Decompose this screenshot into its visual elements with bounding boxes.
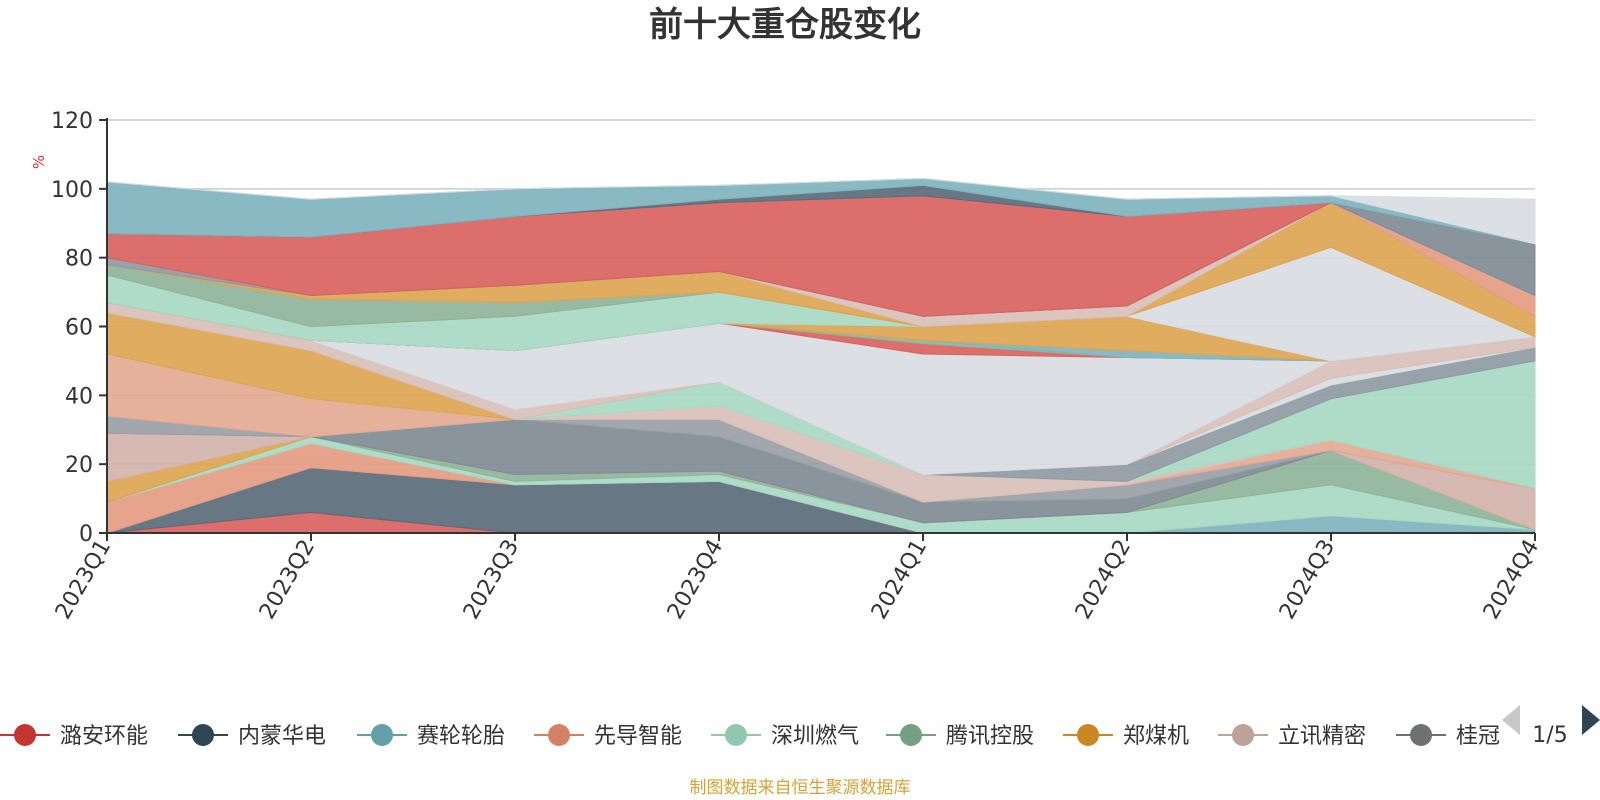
chart-title: 前十大重仓股变化 (649, 5, 921, 45)
y-tick-label-120: 120 (51, 109, 93, 134)
legend-marker-icon (192, 724, 214, 746)
legend-marker-icon (1232, 724, 1254, 746)
y-tick-label-40: 40 (65, 384, 93, 409)
legend-marker-icon (14, 724, 36, 746)
legend-label: 深圳燃气 (771, 724, 859, 749)
legend-item-4[interactable]: 先导智能 (534, 724, 682, 749)
y-axis-unit: % (30, 155, 48, 169)
area-series-group (106, 178, 1536, 534)
legend-label: 赛轮轮胎 (417, 724, 505, 749)
legend-item-6[interactable]: 腾讯控股 (886, 724, 1034, 749)
legend-page-label: 1/5 (1532, 723, 1567, 748)
legend-label: 桂冠 (1456, 724, 1500, 749)
x-tick-label-2024Q2: 2024Q2 (1071, 536, 1136, 624)
legend-marker-icon (1077, 724, 1099, 746)
legend-marker-icon (900, 724, 922, 746)
y-tick-label-60: 60 (65, 316, 93, 341)
legend-marker-icon (371, 724, 393, 746)
legend-label: 腾讯控股 (946, 724, 1034, 749)
x-tick-label-2024Q1: 2024Q1 (867, 536, 932, 624)
legend-pager: 1/5 (1502, 705, 1600, 748)
legend-marker-icon (548, 724, 570, 746)
y-tick-label-80: 80 (65, 247, 93, 272)
legend-marker-icon (725, 724, 747, 746)
legend-prev-icon[interactable] (1502, 705, 1520, 735)
legend: 潞安环能 内蒙华电 赛轮轮胎 先导智能 深圳燃气 腾讯控股 郑煤机 立讯精密 桂冠 (0, 724, 1500, 749)
source-note: 制图数据来自恒生聚源数据库 (690, 778, 911, 798)
legend-label: 郑煤机 (1123, 724, 1189, 749)
legend-item-1[interactable]: 潞安环能 (0, 724, 148, 749)
legend-item-7[interactable]: 郑煤机 (1063, 724, 1189, 749)
legend-label: 立讯精密 (1278, 724, 1366, 749)
y-tick-label-20: 20 (65, 453, 93, 478)
legend-item-8[interactable]: 立讯精密 (1218, 724, 1366, 749)
legend-label: 内蒙华电 (238, 724, 326, 749)
x-tick-label-2024Q3: 2024Q3 (1275, 536, 1340, 624)
legend-marker-icon (1410, 724, 1432, 746)
legend-label: 先导智能 (594, 724, 682, 749)
x-tick-label-2023Q2: 2023Q2 (255, 536, 320, 624)
y-tick-label-0: 0 (79, 522, 93, 547)
legend-item-5[interactable]: 深圳燃气 (711, 724, 859, 749)
x-tick-label-2023Q4: 2023Q4 (663, 536, 728, 624)
legend-item-9[interactable]: 桂冠 (1396, 724, 1500, 749)
legend-label: 潞安环能 (60, 724, 148, 749)
legend-item-2[interactable]: 内蒙华电 (178, 724, 326, 749)
area-series-35 (106, 178, 1536, 245)
legend-next-icon[interactable] (1582, 705, 1600, 735)
x-tick-label-2023Q3: 2023Q3 (459, 536, 524, 624)
legend-item-3[interactable]: 赛轮轮胎 (357, 724, 505, 749)
y-tick-label-100: 100 (51, 178, 93, 203)
x-tick-label-2023Q1: 2023Q1 (51, 536, 116, 624)
x-tick-label-2024Q4: 2024Q4 (1479, 536, 1544, 624)
